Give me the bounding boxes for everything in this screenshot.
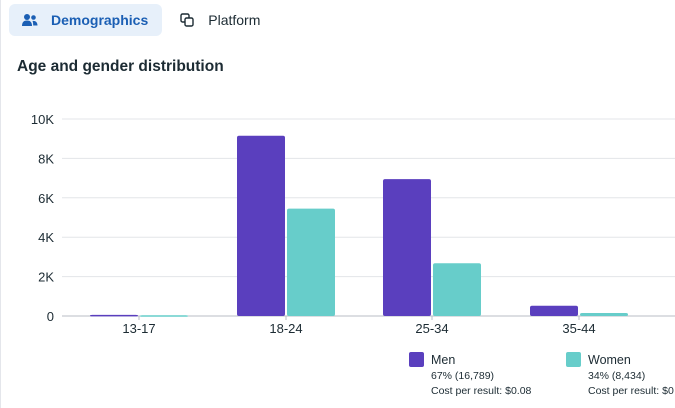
- bar-women-35-44: [580, 313, 628, 316]
- y-tick-label: 8K: [38, 151, 54, 166]
- tab-bar: Demographics Platform: [9, 4, 274, 36]
- panel-left-border: [0, 0, 1, 408]
- bar-men-18-24: [237, 135, 285, 316]
- legend-women-swatch: [566, 352, 581, 367]
- tab-demographics-label: Demographics: [51, 12, 149, 28]
- bar-men-25-34: [383, 179, 431, 316]
- legend-women: Women 34% (8,434) Cost per result: $0: [566, 352, 674, 397]
- x-tick-label: 35-44: [562, 321, 595, 336]
- bar-women-18-24: [287, 208, 335, 316]
- legend-women-share: 34% (8,434): [588, 370, 646, 382]
- age-gender-bar-chart: 0 2K 4K 6K 8K 10K 13-17 18-24 25-34 35-44: [31, 112, 675, 336]
- legend-men-share: 67% (16,789): [431, 370, 495, 382]
- bar-women-13-17: [140, 315, 188, 317]
- x-tick-label: 25-34: [415, 321, 448, 336]
- legend-men-swatch: [409, 352, 424, 367]
- y-tick-label: 2K: [38, 270, 54, 285]
- tab-platform-label: Platform: [208, 12, 261, 28]
- legend-men-cost: Cost per result: $0.08: [431, 385, 532, 397]
- x-tick-label: 18-24: [269, 321, 302, 336]
- legend-women-cost: Cost per result: $0: [588, 385, 674, 397]
- x-tick-label: 13-17: [122, 321, 155, 336]
- bar-men-13-17: [90, 314, 138, 317]
- y-tick-label: 10K: [31, 112, 54, 127]
- bar-women-25-34: [433, 263, 481, 316]
- people-icon: [21, 11, 39, 29]
- chart-title: Age and gender distribution: [17, 58, 224, 75]
- legend-men-label: Men: [431, 352, 456, 367]
- y-tick-label: 6K: [38, 191, 54, 206]
- legend-men: Men 67% (16,789) Cost per result: $0.08: [409, 352, 531, 397]
- tab-demographics[interactable]: Demographics: [9, 4, 163, 36]
- tab-platform[interactable]: Platform: [170, 4, 274, 36]
- legend-women-label: Women: [588, 352, 631, 367]
- y-tick-label: 4K: [38, 230, 54, 245]
- copy-icon: [178, 11, 196, 29]
- bar-men-35-44: [530, 305, 578, 316]
- y-tick-label: 0: [47, 309, 54, 324]
